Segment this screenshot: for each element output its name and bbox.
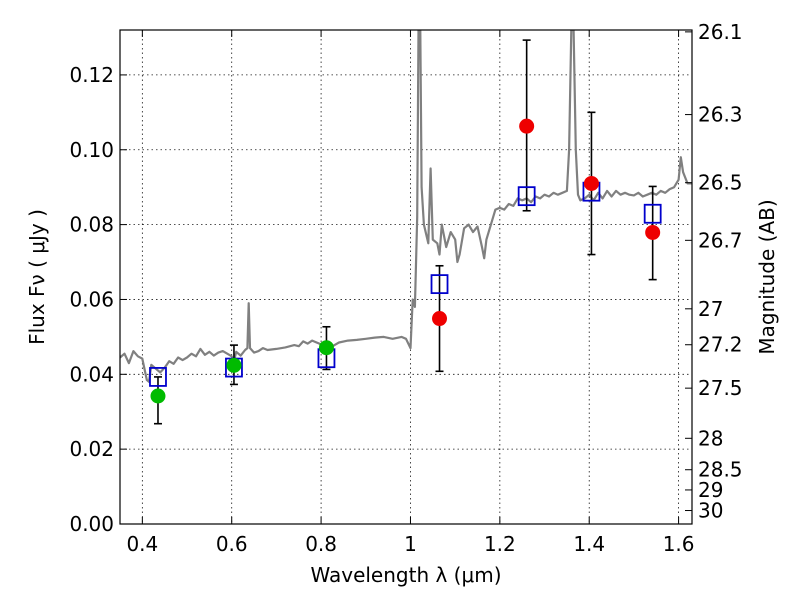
x-tick-label: 1 xyxy=(404,532,417,556)
x-tick-label: 1.6 xyxy=(663,532,695,556)
x-tick-label: 1.4 xyxy=(573,532,605,556)
model-spectrum-line xyxy=(120,30,692,383)
magnitude-tick-label: 28 xyxy=(698,426,723,450)
y-axis-ticks: 0.00 0.02 0.04 0.06 0.08 0.10 0.12 xyxy=(69,63,127,536)
model-photometry-square xyxy=(517,186,536,207)
magnitude-tick-label: 27.2 xyxy=(698,333,743,357)
y-tick-label: 0.06 xyxy=(69,287,114,311)
y-tick-label: 0.08 xyxy=(69,213,114,237)
y-axis-label: Flux Fν ( μJy ) xyxy=(25,209,49,345)
x-axis-ticks: 0.4 0.6 0.8 1 1.2 1.4 1.6 xyxy=(126,30,695,556)
observed-flux-point xyxy=(150,388,166,404)
plot-area xyxy=(120,30,692,425)
x-tick-label: 0.6 xyxy=(216,532,248,556)
observed-flux-point xyxy=(583,175,599,191)
magnitude-tick-label: 28.5 xyxy=(698,458,743,482)
data-markers xyxy=(149,118,662,404)
magnitude-tick-label: 27.5 xyxy=(698,376,743,400)
observed-flux-point xyxy=(645,224,661,240)
magnitude-tick-label: 26.5 xyxy=(698,171,743,195)
model-spectrum xyxy=(120,30,692,383)
observed-flux-point xyxy=(318,340,334,356)
magnitude-tick-label: 26.7 xyxy=(698,228,743,252)
y-tick-label: 0.00 xyxy=(69,512,114,536)
plot-frame xyxy=(119,29,693,525)
y-tick-label: 0.04 xyxy=(69,362,114,386)
grid-lines xyxy=(120,30,692,525)
y-tick-label: 0.10 xyxy=(69,138,114,162)
x-axis-label: Wavelength λ (μm) xyxy=(310,563,501,587)
magnitude-tick-label: 26.3 xyxy=(698,103,743,127)
x-tick-label: 0.8 xyxy=(305,532,337,556)
model-photometry-square xyxy=(430,274,449,295)
observed-flux-point xyxy=(432,311,448,327)
x-tick-label: 0.4 xyxy=(126,532,158,556)
model-photometry-square xyxy=(643,203,662,224)
observed-flux-point xyxy=(226,357,242,373)
magnitude-tick-label: 30 xyxy=(698,499,723,523)
y-tick-label: 0.02 xyxy=(69,437,114,461)
magnitude-tick-label: 27 xyxy=(698,297,723,321)
model-photometry-square xyxy=(149,367,167,387)
magnitude-tick-label: 29 xyxy=(698,478,723,502)
x-tick-label: 1.2 xyxy=(484,532,516,556)
observed-flux-point xyxy=(519,118,535,134)
magnitude-axis-label: Magnitude (AB) xyxy=(755,199,779,354)
y-tick-label: 0.12 xyxy=(69,63,114,87)
magnitude-tick-label: 26.1 xyxy=(698,20,743,44)
